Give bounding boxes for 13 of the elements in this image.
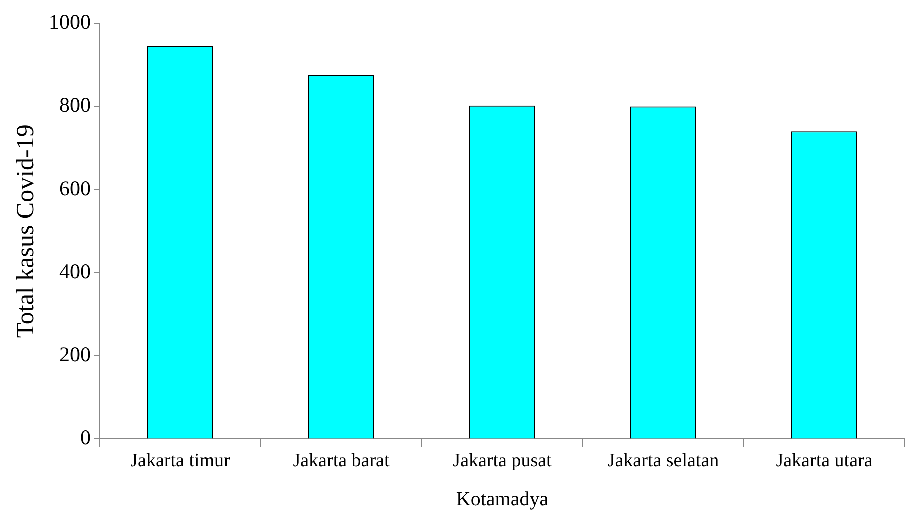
y-tick-label: 0: [80, 426, 91, 450]
y-tick-label: 200: [60, 342, 91, 367]
x-tick-label: Jakarta pusat: [453, 450, 553, 472]
y-tick-label: 400: [60, 259, 91, 284]
x-tick-label: Jakarta barat: [293, 450, 390, 472]
x-tick-label: Jakarta selatan: [608, 450, 720, 472]
y-tick-label: 600: [60, 176, 91, 200]
y-tick-label: 1000: [49, 10, 91, 34]
y-tick-label: 800: [60, 93, 91, 118]
y-axis-title: Total kasus Covid-19: [12, 124, 40, 338]
x-tick-label: Jakarta utara: [776, 450, 874, 472]
x-tick-label: Jakarta timur: [130, 450, 232, 472]
x-axis-title: Kotamadya: [456, 488, 549, 510]
